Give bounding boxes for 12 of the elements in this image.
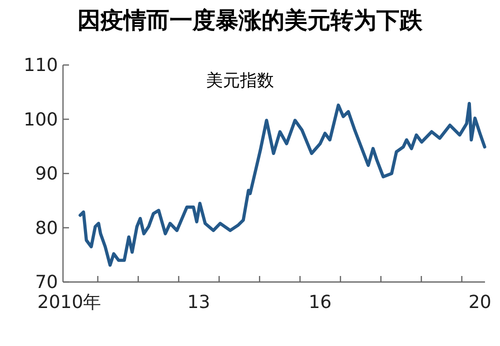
- x-tick-label: 13: [187, 292, 210, 313]
- chart-title: 因疫情而一度暴涨的美元转为下跌: [78, 7, 424, 34]
- line-series: [78, 102, 486, 267]
- x-tick-label: 2010年: [37, 292, 102, 313]
- y-tick-label: 90: [35, 164, 58, 184]
- x-tick-label: 20: [468, 292, 492, 313]
- y-tick-label: 100: [24, 109, 58, 130]
- x-tick-label: 16: [308, 292, 332, 313]
- y-tick-label: 80: [35, 218, 58, 239]
- y-tick-label: 70: [35, 272, 58, 293]
- y-tick-label: 110: [24, 55, 58, 76]
- chart-subtitle: 美元指数: [206, 71, 274, 91]
